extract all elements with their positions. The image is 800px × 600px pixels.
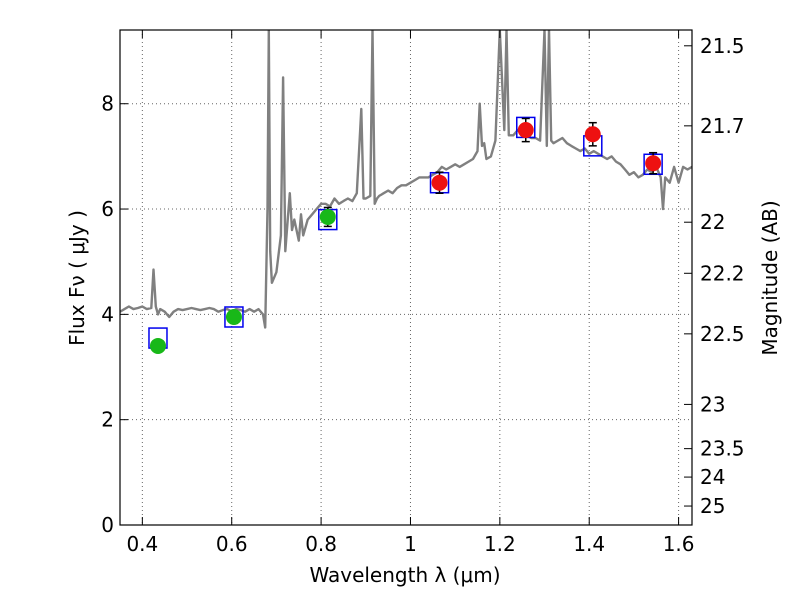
- x-axis-label: Wavelength λ (μm): [309, 563, 500, 587]
- y2-axis-label: Magnitude (AB): [758, 200, 782, 355]
- model-box: [224, 306, 244, 328]
- x-tick-label: 1.6: [663, 532, 695, 556]
- x-tick-label: 0.4: [126, 532, 158, 556]
- y-tick-label: 4: [101, 302, 114, 326]
- x-tick-label: 0.8: [305, 532, 337, 556]
- y2-tick-label: 24: [700, 465, 725, 489]
- y2-tick-label: 23.5: [700, 437, 745, 461]
- spectrum-line: [120, 30, 692, 329]
- x-tick-label: 0.6: [216, 532, 248, 556]
- y2-tick-label: 23: [700, 392, 725, 416]
- y2-tick-label: 21.7: [700, 114, 745, 138]
- y-tick-label: 6: [101, 197, 114, 221]
- y-tick-label: 8: [101, 92, 114, 116]
- series-group: [120, 30, 692, 354]
- axes: 0.4 0.6 0.8 1 1.2 1.4 1.60246821.521.72222.222…: [101, 29, 745, 556]
- x-tick-label: 1: [404, 532, 417, 556]
- y2-tick-label: 22.2: [700, 261, 745, 285]
- y2-tick-label: 22.5: [700, 322, 745, 346]
- plot-frame: [119, 29, 693, 526]
- x-tick-label: 1.2: [484, 532, 516, 556]
- y2-tick-label: 25: [700, 494, 725, 518]
- x-tick-label: 1.4: [573, 532, 605, 556]
- data-point: [584, 126, 601, 143]
- data-point: [149, 337, 166, 354]
- y2-tick-label: 22: [700, 210, 725, 234]
- plot-area: [120, 30, 692, 354]
- data-point: [319, 208, 336, 225]
- y-tick-label: 0: [101, 513, 114, 537]
- data-point: [431, 174, 448, 191]
- data-point: [225, 308, 242, 325]
- grid: [120, 30, 692, 526]
- y2-tick-label: 21.5: [700, 34, 745, 58]
- y-tick-label: 2: [101, 408, 114, 432]
- y-axis-label: Flux Fν ( μJy ): [65, 210, 89, 346]
- data-point: [645, 155, 662, 172]
- data-point: [517, 122, 534, 139]
